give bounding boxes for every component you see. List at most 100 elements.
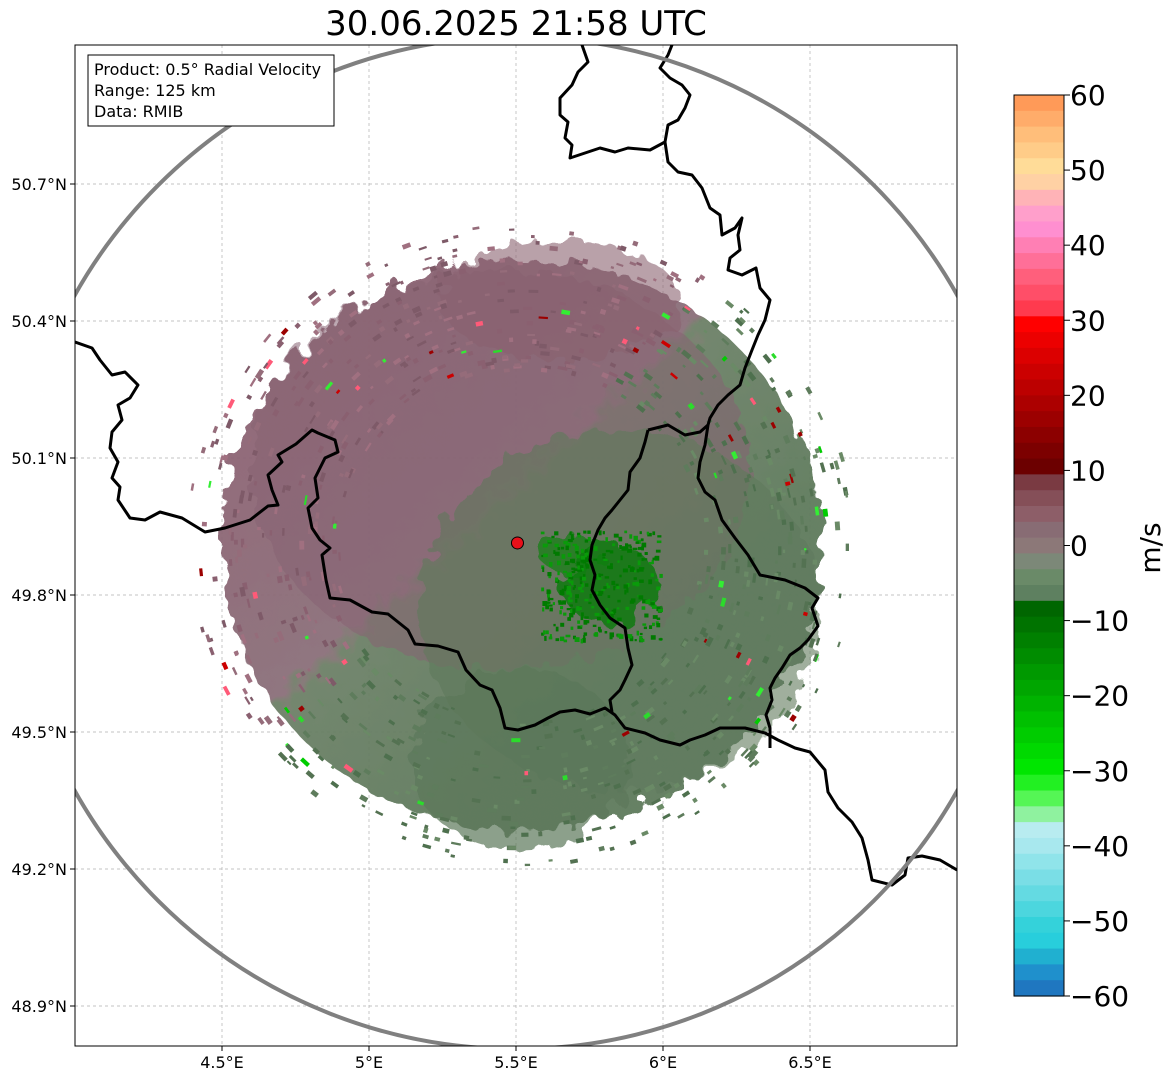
echo-speckle — [805, 550, 809, 554]
echo-speckle — [443, 316, 453, 322]
colorbar-tick-label: 40 — [1070, 229, 1106, 262]
echo-speckle — [314, 321, 323, 330]
echo-speckle-core — [639, 531, 642, 535]
echo-speckle — [391, 281, 401, 288]
echo-speckle — [702, 751, 709, 757]
echo-speckle — [664, 792, 672, 799]
echo-speckle — [501, 815, 511, 821]
border-be-fr — [75, 340, 957, 887]
echo-speckle — [435, 282, 443, 288]
echo-speckle-core — [566, 590, 572, 595]
echo-speckle — [778, 546, 782, 556]
echo-speckle — [371, 667, 380, 677]
echo-speckle-core — [598, 629, 602, 633]
radar-site-marker[interactable] — [510, 536, 524, 550]
echo-speckle — [335, 389, 341, 395]
info-box: Product: 0.5° Radial Velocity Range: 125… — [87, 54, 335, 127]
echo-speckle — [787, 601, 794, 611]
echo-speckle — [429, 265, 437, 272]
echo-speckle-core — [581, 612, 584, 617]
echo-speckle — [328, 358, 334, 364]
echo-speckle — [354, 437, 362, 446]
echo-speckle-core — [604, 631, 608, 634]
echo-speckle-core — [656, 540, 662, 544]
echo-speckle — [486, 807, 497, 813]
echo-speckle — [305, 770, 315, 780]
echo-speckle — [341, 434, 349, 444]
echo-speckle — [428, 366, 439, 375]
echo-speckle — [662, 701, 668, 706]
echo-speckle — [538, 746, 546, 750]
echo-speckle-core — [593, 558, 598, 561]
echo-speckle-core — [579, 607, 582, 610]
echo-speckle — [649, 332, 656, 338]
echo-speckle — [463, 835, 470, 841]
echo-speckle-core — [572, 587, 575, 590]
x-tick-label: 6°E — [649, 1053, 677, 1072]
colorbar-swatch — [1014, 347, 1064, 365]
echo-speckle — [808, 637, 816, 649]
echo-speckle-core — [569, 613, 574, 618]
echo-speckle-core — [542, 601, 548, 606]
echo-speckle-core — [571, 570, 576, 574]
echo-speckle — [812, 653, 819, 662]
echo-speckle — [641, 830, 649, 837]
echo-speckle — [812, 559, 818, 565]
echo-speckle — [801, 558, 807, 568]
echo-speckle — [688, 691, 695, 698]
echo-speckle-core — [584, 552, 587, 558]
echo-speckle — [314, 384, 323, 394]
echo-speckle-core — [581, 568, 584, 571]
echo-speckle — [557, 365, 568, 371]
colorbar-swatch — [1014, 853, 1064, 871]
echo-speckle — [308, 577, 312, 581]
echo-speckle — [301, 474, 306, 479]
echo-speckle — [609, 347, 615, 354]
echo-speckle-core — [554, 531, 559, 536]
echo-speckle — [236, 624, 243, 633]
y-axis-ticks: 50.7°N 50.4°N 50.1°N 49.8°N 49.5°N 49.2°N 48.9… — [11, 175, 75, 1016]
echo-speckle — [607, 303, 613, 308]
x-tick-label: 4.5°E — [200, 1053, 244, 1072]
echo-speckle — [332, 603, 336, 608]
echo-speckle — [708, 595, 714, 600]
echo-speckle — [493, 776, 501, 779]
echo-speckle — [422, 833, 430, 840]
echo-speckle-core — [576, 606, 580, 611]
echo-speckle — [349, 691, 358, 701]
echo-speckle — [523, 779, 532, 783]
echo-speckle — [720, 782, 727, 789]
echo-speckle — [570, 815, 576, 821]
echo-speckle — [650, 687, 658, 695]
echo-speckle — [253, 421, 262, 432]
echo-speckle — [692, 420, 699, 427]
colorbar-swatch — [1014, 869, 1064, 886]
border-lu-fr — [588, 429, 650, 713]
echo-speckle — [297, 715, 305, 723]
echo-speckle — [658, 348, 668, 355]
echo-speckle — [703, 638, 708, 643]
echo-speckle — [399, 280, 404, 285]
echo-speckle — [728, 544, 732, 554]
echo-speckle — [361, 803, 366, 808]
echo-speckle — [322, 362, 328, 369]
echo-speckle — [656, 803, 665, 811]
echo-speckle — [459, 370, 468, 378]
echo-speckle-core — [583, 635, 586, 640]
echo-speckle-core — [655, 578, 659, 582]
echo-speckle — [743, 307, 750, 314]
echo-speckle — [270, 396, 279, 407]
echo-speckle-core — [547, 593, 550, 598]
echo-speckle — [221, 661, 229, 671]
echo-speckle — [524, 863, 531, 867]
colorbar-swatch — [1014, 316, 1064, 333]
echo-speckle — [364, 442, 372, 452]
echo-speckle — [446, 373, 455, 379]
echo-speckle-core — [574, 637, 580, 642]
echo-speckle — [421, 691, 430, 698]
echo-speckle — [348, 310, 358, 318]
echo-speckle — [629, 839, 637, 846]
echo-speckle — [295, 672, 302, 679]
echo-speckle — [764, 634, 771, 642]
colorbar-swatch — [1014, 790, 1064, 807]
